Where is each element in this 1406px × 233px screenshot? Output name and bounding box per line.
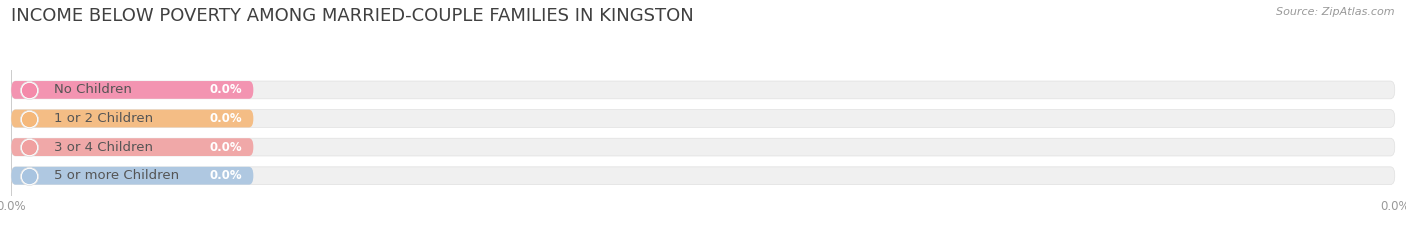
Text: No Children: No Children (55, 83, 132, 96)
FancyBboxPatch shape (11, 110, 1395, 127)
Text: 5 or more Children: 5 or more Children (55, 169, 179, 182)
Text: 3 or 4 Children: 3 or 4 Children (55, 140, 153, 154)
Text: 0.0%: 0.0% (209, 169, 242, 182)
FancyBboxPatch shape (11, 138, 253, 156)
Text: 0.0%: 0.0% (209, 140, 242, 154)
FancyBboxPatch shape (11, 81, 253, 99)
Text: 0.0%: 0.0% (209, 112, 242, 125)
Text: Source: ZipAtlas.com: Source: ZipAtlas.com (1277, 7, 1395, 17)
FancyBboxPatch shape (11, 81, 1395, 99)
FancyBboxPatch shape (11, 110, 253, 127)
Text: 0.0%: 0.0% (209, 83, 242, 96)
FancyBboxPatch shape (11, 167, 253, 185)
FancyBboxPatch shape (11, 138, 1395, 156)
Text: INCOME BELOW POVERTY AMONG MARRIED-COUPLE FAMILIES IN KINGSTON: INCOME BELOW POVERTY AMONG MARRIED-COUPL… (11, 7, 695, 25)
FancyBboxPatch shape (11, 167, 1395, 185)
Text: 1 or 2 Children: 1 or 2 Children (55, 112, 153, 125)
